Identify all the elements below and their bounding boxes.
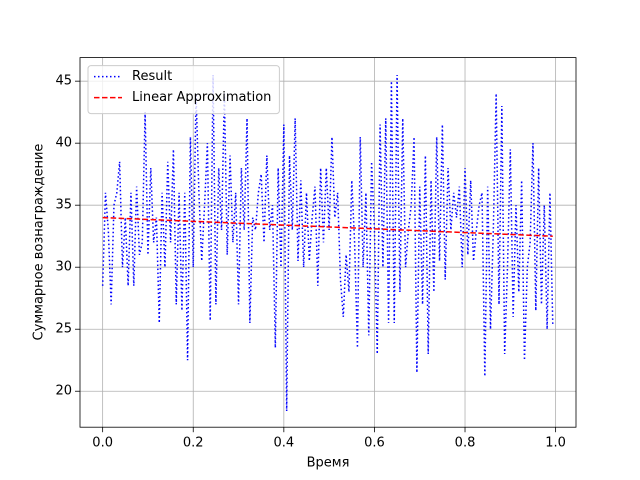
plot-frame xyxy=(79,57,577,428)
y-tick-label: 35 xyxy=(55,198,72,213)
data-line xyxy=(102,216,553,237)
x-tick-label: 0.8 xyxy=(455,436,476,451)
legend-label: Linear Approximation xyxy=(132,90,271,105)
x-tick-label: 0.4 xyxy=(273,436,294,451)
x-tick-label: 0.6 xyxy=(364,436,385,451)
x-tick-label: 0.2 xyxy=(183,436,204,451)
y-axis-label: Суммарное вознаграждение xyxy=(32,144,47,341)
legend-label: Result xyxy=(132,69,172,84)
y-tick-label: 20 xyxy=(55,384,72,399)
y-tick-label: 45 xyxy=(55,74,72,89)
legend: Result Linear Approximation xyxy=(87,65,280,115)
y-tick-label: 40 xyxy=(55,136,72,151)
y-tick-label: 25 xyxy=(55,322,72,337)
x-tick-label: 0.0 xyxy=(92,436,113,451)
legend-box xyxy=(87,65,280,115)
x-axis-label: Время xyxy=(307,456,350,471)
x-tick-label: 1.0 xyxy=(545,436,566,451)
y-tick-label: 30 xyxy=(55,260,72,275)
data-line xyxy=(101,74,554,412)
